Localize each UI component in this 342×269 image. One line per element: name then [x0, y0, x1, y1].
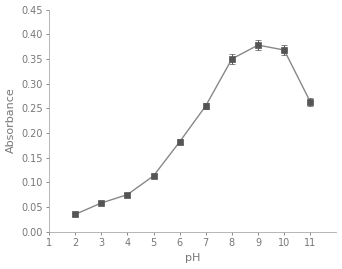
Y-axis label: Absorbance: Absorbance — [5, 88, 15, 154]
X-axis label: pH: pH — [185, 253, 200, 263]
